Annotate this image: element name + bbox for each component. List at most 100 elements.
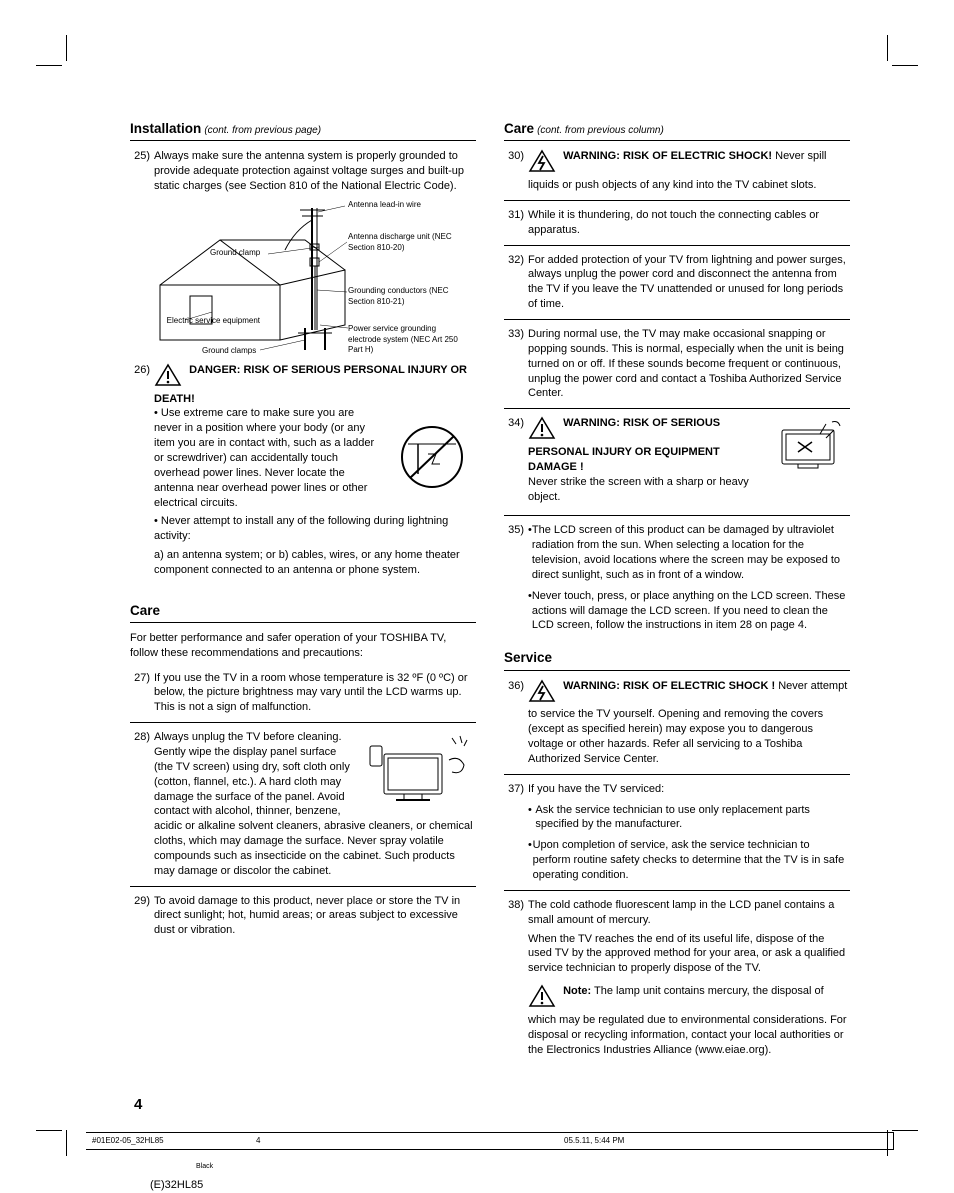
item-33: 33) During normal use, the TV may make o… [504, 327, 850, 401]
thin-rule [504, 515, 850, 516]
item-31: 31) While it is thundering, do not touch… [504, 208, 850, 238]
item-34: 34) WARNING: RISK OF SERIOUS PERSONAL [504, 416, 850, 508]
item-32: 32) For added protection of your TV from… [504, 253, 850, 312]
shock-icon [528, 679, 556, 708]
service-title: Service [504, 650, 552, 665]
crop-mark [892, 1130, 918, 1131]
item-body: WARNING: RISK OF SERIOUS PERSONAL INJURY… [528, 416, 850, 508]
item-25: 25) Always make sure the antenna system … [130, 149, 476, 194]
p3: a) an antenna system; or b) cables, wire… [154, 548, 476, 578]
item-body: Always make sure the antenna system is p… [154, 149, 476, 194]
note-label: Note: [563, 985, 591, 997]
footer-black: Black [196, 1162, 213, 1171]
item-num: 29) [130, 894, 154, 939]
thin-rule [504, 890, 850, 891]
item-30: 30) WARNING: RISK OF ELECTRIC SHOCK! Nev… [504, 149, 850, 193]
thin-rule [504, 774, 850, 775]
lbl-ground-clamps: Ground clamps [202, 346, 256, 357]
item-num: 28) [130, 730, 154, 878]
item-body: For added protection of your TV from lig… [528, 253, 850, 312]
intro: If you have the TV serviced: [528, 782, 850, 797]
item-36: 36) WARNING: RISK OF ELECTRIC SHOCK ! Ne… [504, 679, 850, 767]
care-title: Care [130, 603, 160, 618]
item-num: 38) [504, 898, 528, 1062]
b2: Upon completion of service, ask the serv… [533, 838, 850, 883]
strike-screen-icon [768, 416, 850, 478]
care-sub: (cont. from previous column) [537, 125, 664, 136]
b1: Ask the service technician to use only r… [535, 803, 850, 833]
rule [130, 622, 476, 623]
item-num: 36) [504, 679, 528, 767]
cleaning-tv-icon [364, 730, 476, 812]
installation-sub: (cont. from previous page) [204, 125, 321, 136]
item-29: 29) To avoid damage to this product, nev… [130, 894, 476, 939]
footer-model: (E)32HL85 [150, 1178, 203, 1193]
crop-mark [66, 1130, 67, 1156]
installation-title: Installation [130, 121, 201, 136]
item-body: Always unplug the TV before cleaning. Ge… [154, 730, 476, 878]
lbl-antenna-lead: Antenna lead-in wire [348, 200, 421, 211]
shock-icon [528, 149, 556, 178]
lbl-power-service: Power service grounding electrode system… [348, 324, 460, 356]
item-27: 27) If you use the TV in a room whose te… [130, 671, 476, 716]
care-intro: For better performance and safer operati… [130, 631, 476, 661]
lbl-electric-service: Electric service equipment [150, 316, 260, 327]
care-title: Care [504, 121, 534, 136]
crop-mark [36, 65, 62, 66]
item-text: Always make sure the antenna system is p… [154, 150, 464, 192]
item-num: 27) [130, 671, 154, 716]
service-header: Service [504, 649, 850, 667]
item-35: 35) •The LCD screen of this product can … [504, 523, 850, 633]
item-num: 34) [504, 416, 528, 508]
item-text: Never strike the screen with a sharp or … [528, 475, 850, 505]
item-body: WARNING: RISK OF ELECTRIC SHOCK ! Never … [528, 679, 850, 767]
item-26: 26) DANGER: RISK OF SERIOUS PERSONAL INJ… [130, 363, 476, 582]
crop-mark [66, 35, 67, 61]
item-body: To avoid damage to this product, never p… [154, 894, 476, 939]
item-num: 35) [504, 523, 528, 633]
item-28: 28) Always unplug the TV before cleaning… [130, 730, 476, 878]
footer-pg: 4 [256, 1136, 260, 1147]
warn-title: WARNING: RISK OF ELECTRIC SHOCK ! [563, 680, 775, 692]
item-text: If you use the TV in a room whose temper… [154, 672, 468, 714]
item-num: 32) [504, 253, 528, 312]
item-body: While it is thundering, do not touch the… [528, 208, 850, 238]
warn-title: WARNING: RISK OF ELECTRIC SHOCK! [563, 150, 772, 162]
item-body: If you have the TV serviced: •Ask the se… [528, 782, 850, 883]
thin-rule [504, 408, 850, 409]
thin-rule [504, 319, 850, 320]
right-column: Care (cont. from previous column) 30) WA… [504, 120, 850, 1067]
crop-mark [892, 65, 918, 66]
care-cont-header: Care (cont. from previous column) [504, 120, 850, 138]
lbl-ground-clamp: Ground clamp [210, 248, 260, 259]
item-num: 25) [130, 149, 154, 194]
thin-rule [130, 886, 476, 887]
lbl-conductors: Grounding conductors (NEC Section 810-21… [348, 286, 458, 308]
warn-title: DANGER: RISK OF SERIOUS PERSONAL INJURY … [154, 364, 467, 405]
danger-icon [154, 363, 182, 392]
item-num: 26) [130, 363, 154, 582]
crop-mark [887, 35, 888, 61]
left-column: Installation (cont. from previous page) … [130, 120, 476, 1067]
item-num: 31) [504, 208, 528, 238]
item-38: 38) The cold cathode fluorescent lamp in… [504, 898, 850, 1062]
rule [130, 140, 476, 141]
powerline-no-icon [388, 424, 476, 490]
b2: Never touch, press, or place anything on… [532, 589, 850, 634]
footer-date: 05.5.11, 5:44 PM [564, 1136, 624, 1147]
footer-bar: #01E02-05_32HL85 4 05.5.11, 5:44 PM [86, 1132, 894, 1150]
item-body: DANGER: RISK OF SERIOUS PERSONAL INJURY … [154, 363, 476, 582]
item-37: 37) If you have the TV serviced: •Ask th… [504, 782, 850, 883]
p1: The cold cathode fluorescent lamp in the… [528, 898, 850, 928]
crop-mark [36, 1130, 62, 1131]
b1: The LCD screen of this product can be da… [532, 523, 850, 582]
item-text: Never attempt to service the TV yourself… [528, 680, 847, 765]
footer-file: #01E02-05_32HL85 [92, 1136, 164, 1147]
warning-icon [528, 416, 556, 445]
page-number: 4 [134, 1095, 142, 1115]
item-num: 37) [504, 782, 528, 883]
item-body: WARNING: RISK OF ELECTRIC SHOCK! Never s… [528, 149, 850, 193]
rule [504, 670, 850, 671]
p2: • Never attempt to install any of the fo… [154, 514, 476, 544]
installation-header: Installation (cont. from previous page) [130, 120, 476, 138]
